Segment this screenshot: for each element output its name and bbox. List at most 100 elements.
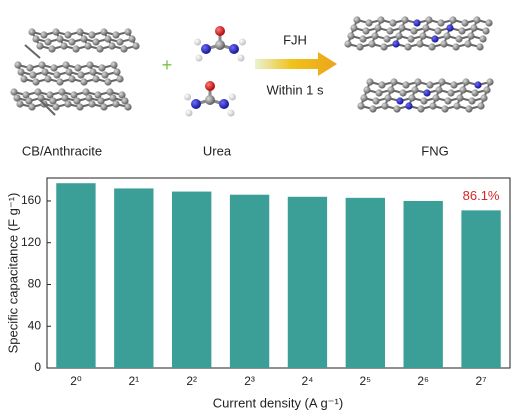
x-tick-label: 2⁶ bbox=[417, 374, 429, 388]
product-label: FNG bbox=[421, 143, 448, 158]
y-tick-label: 80 bbox=[28, 277, 42, 291]
atom bbox=[411, 86, 419, 94]
atom bbox=[100, 103, 108, 111]
atom bbox=[49, 97, 57, 105]
atom bbox=[68, 75, 76, 83]
atom bbox=[52, 28, 60, 36]
atom bbox=[470, 24, 478, 32]
atom bbox=[447, 89, 455, 97]
atom bbox=[82, 88, 90, 96]
x-axis-label: Current density (A g⁻¹) bbox=[213, 395, 343, 410]
atom bbox=[344, 40, 352, 48]
atom bbox=[84, 42, 92, 50]
atom bbox=[70, 91, 78, 99]
atom bbox=[449, 16, 457, 24]
atom bbox=[14, 61, 22, 69]
atom bbox=[459, 86, 467, 94]
bar bbox=[461, 210, 501, 368]
atom bbox=[64, 31, 72, 39]
atom bbox=[450, 81, 458, 89]
atom bbox=[89, 68, 97, 76]
atom bbox=[185, 109, 193, 117]
atom bbox=[347, 32, 355, 40]
bar bbox=[172, 191, 212, 368]
atom bbox=[380, 43, 388, 51]
atom bbox=[44, 38, 52, 46]
atom bbox=[46, 91, 54, 99]
atom bbox=[375, 89, 383, 97]
atom bbox=[350, 24, 358, 32]
atom bbox=[44, 75, 52, 83]
atom bbox=[29, 71, 37, 79]
y-tick-label: 120 bbox=[21, 235, 41, 249]
atom bbox=[369, 105, 377, 113]
atom bbox=[32, 35, 40, 43]
x-tick-label: 2⁷ bbox=[476, 374, 487, 388]
atom bbox=[76, 103, 84, 111]
atom bbox=[444, 97, 452, 105]
atom bbox=[22, 91, 30, 99]
atom bbox=[467, 32, 475, 40]
atom bbox=[76, 28, 84, 36]
atom bbox=[65, 68, 73, 76]
x-tick-label: 2¹ bbox=[128, 374, 139, 388]
atom bbox=[455, 35, 463, 43]
reaction-arrow bbox=[255, 52, 337, 76]
atom bbox=[62, 61, 70, 69]
atom bbox=[53, 71, 61, 79]
atom bbox=[86, 61, 94, 69]
atom bbox=[64, 100, 72, 108]
atom bbox=[405, 102, 413, 110]
atom bbox=[464, 40, 472, 48]
atom bbox=[404, 43, 412, 51]
bar bbox=[114, 188, 154, 368]
x-tick-label: 2² bbox=[186, 374, 197, 388]
atom bbox=[34, 88, 42, 96]
atom bbox=[238, 38, 246, 46]
atom bbox=[416, 40, 424, 48]
atom bbox=[456, 94, 464, 102]
plus-sign: + bbox=[162, 55, 173, 75]
atom bbox=[215, 26, 225, 36]
atom bbox=[38, 61, 46, 69]
atom bbox=[28, 103, 36, 111]
atom bbox=[362, 27, 370, 35]
atom bbox=[205, 95, 215, 105]
atom bbox=[363, 86, 371, 94]
atom bbox=[195, 54, 203, 62]
atom bbox=[109, 94, 117, 102]
atom bbox=[359, 35, 367, 43]
atom bbox=[401, 16, 409, 24]
atom bbox=[191, 99, 201, 109]
atom bbox=[392, 40, 400, 48]
atom bbox=[61, 94, 69, 102]
atom bbox=[476, 43, 484, 51]
atom bbox=[25, 97, 33, 105]
atom bbox=[452, 43, 460, 51]
atom bbox=[112, 31, 120, 39]
atom bbox=[441, 105, 449, 113]
atom bbox=[227, 109, 235, 117]
atom bbox=[40, 31, 48, 39]
atom bbox=[389, 19, 397, 27]
atom bbox=[74, 64, 82, 72]
plot-frame bbox=[46, 177, 511, 369]
atom bbox=[468, 97, 476, 105]
atom bbox=[68, 38, 76, 46]
atom bbox=[237, 54, 245, 62]
atom bbox=[417, 105, 425, 113]
atom bbox=[422, 24, 430, 32]
atom bbox=[96, 45, 104, 53]
atom bbox=[113, 68, 121, 76]
atom bbox=[128, 35, 136, 43]
bar bbox=[229, 194, 270, 368]
atom bbox=[72, 45, 80, 53]
schematic bbox=[10, 16, 494, 117]
atom bbox=[432, 94, 440, 102]
atom bbox=[446, 24, 454, 32]
atom bbox=[132, 42, 140, 50]
atom bbox=[121, 97, 129, 105]
atom bbox=[371, 32, 379, 40]
atom bbox=[118, 91, 126, 99]
atom bbox=[60, 42, 68, 50]
